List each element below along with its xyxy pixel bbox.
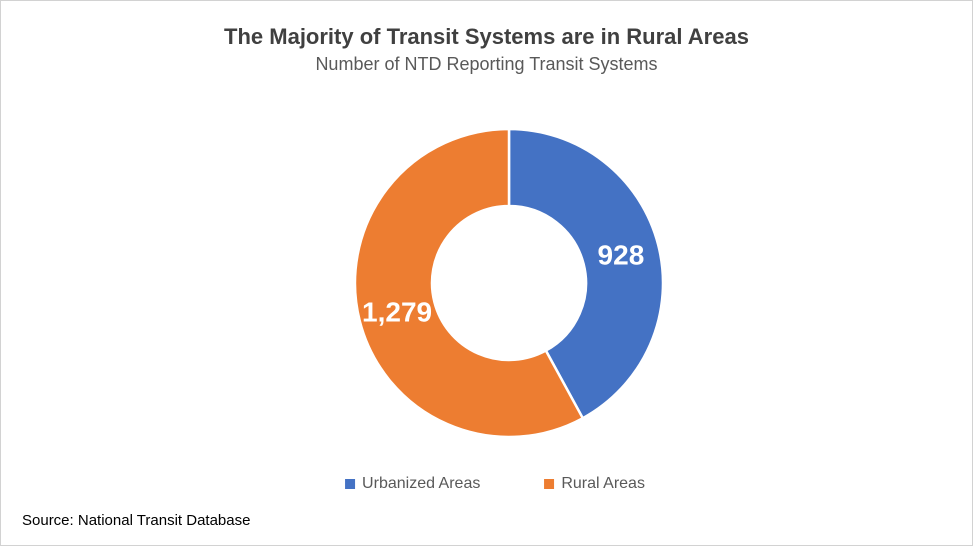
donut-slice-urbanized-areas[interactable] [507,127,665,420]
legend: Urbanized Areas Rural Areas [345,475,645,493]
chart-subtitle: Number of NTD Reporting Transit Systems [315,54,658,74]
data-label-urbanized-areas: 928 [598,239,645,270]
donut-chart: 928 1,279 [353,127,665,439]
legend-label-urbanized-areas: Urbanized Areas [362,475,481,492]
donut-slice-rural-areas[interactable] [353,127,585,439]
chart-title: The Majority of Transit Systems are in R… [224,24,749,49]
source-note: Source: National Transit Database [22,512,251,529]
legend-label-rural-areas: Rural Areas [561,475,645,492]
data-label-rural-areas: 1,279 [362,297,432,328]
legend-item-rural-areas[interactable]: Rural Areas [544,475,645,493]
legend-marker-rural-areas-icon [544,479,555,489]
legend-marker-urbanized-areas-icon [345,479,356,489]
legend-item-urbanized-areas[interactable]: Urbanized Areas [345,475,480,493]
